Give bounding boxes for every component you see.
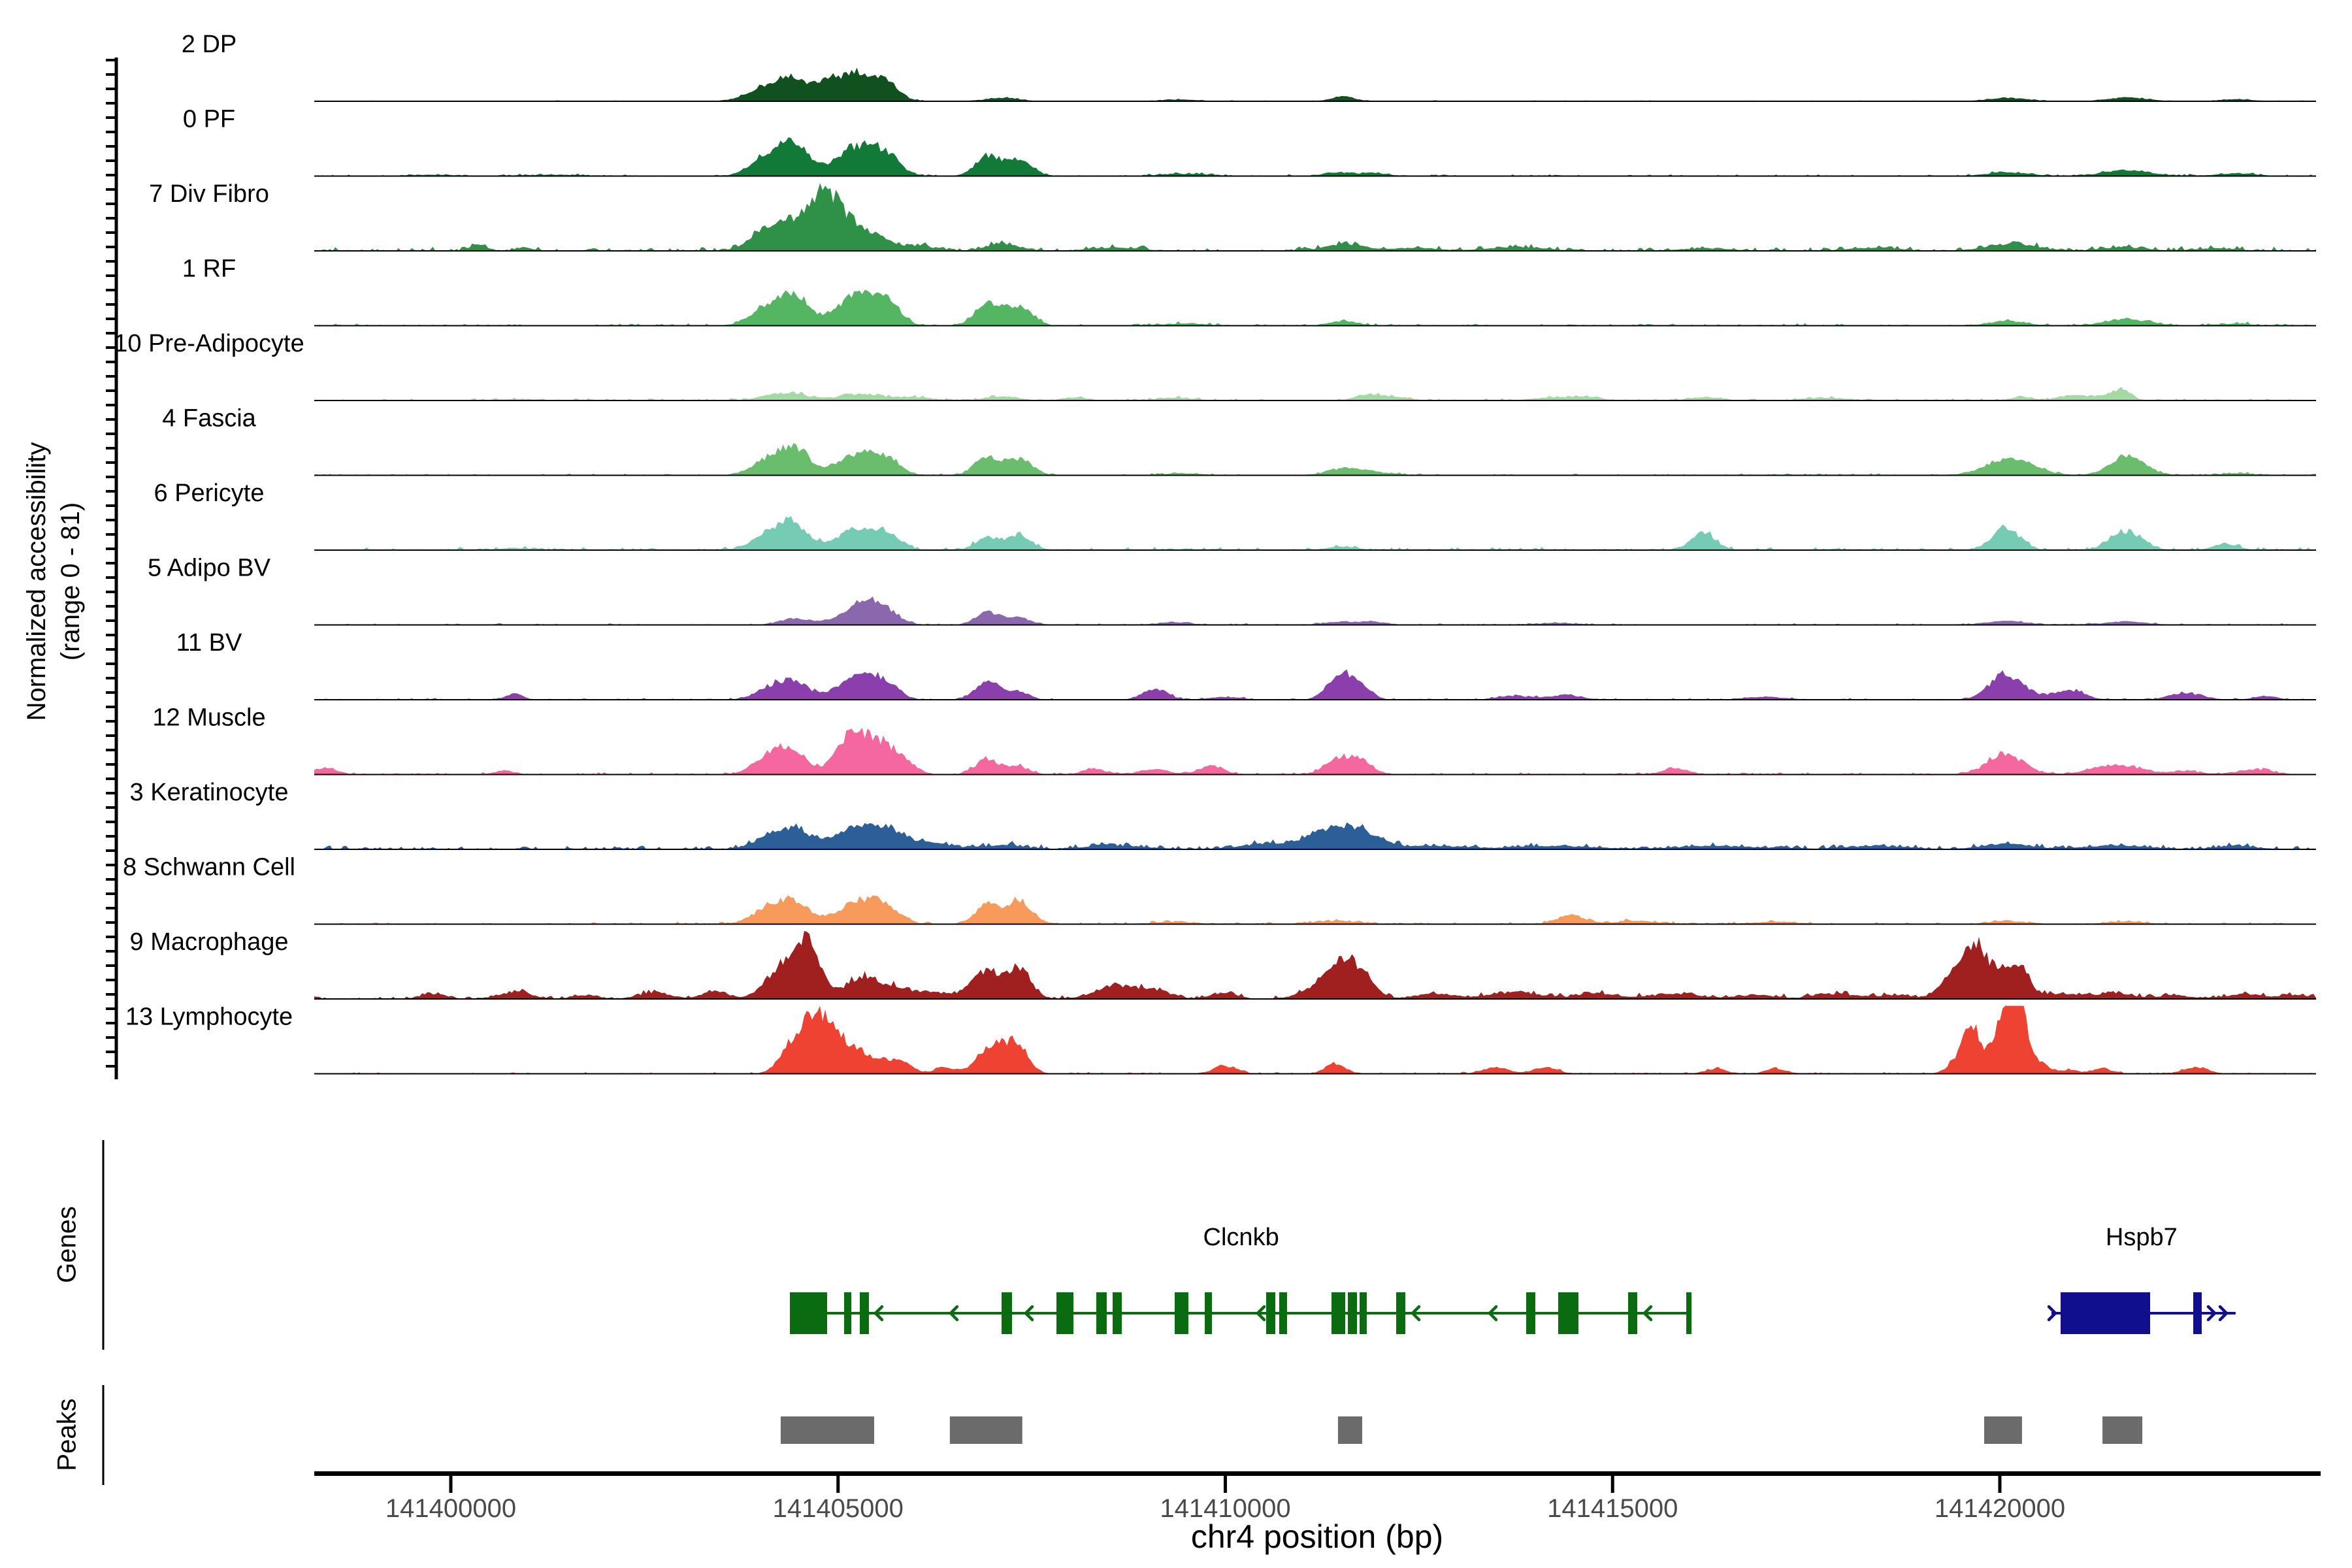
coverage-area-9-macrophage <box>314 931 2316 999</box>
peak-bar-3 <box>1337 1416 1363 1444</box>
track-label-11-bv: 11 BV <box>176 629 242 657</box>
coverage-area-4-fascia <box>314 443 2316 476</box>
track-label-7-div-fibro: 7 Div Fibro <box>149 180 269 208</box>
gene-exon-clcnkb-2 <box>844 1292 852 1334</box>
gene-exon-clcnkb-1 <box>790 1292 827 1334</box>
track-label-12-muscle: 12 Muscle <box>152 704 265 732</box>
gene-exon-clcnkb-13 <box>1348 1292 1358 1334</box>
gene-strand-arrow-icon <box>1487 1305 1498 1322</box>
x-axis-tick-label: 141405000 <box>773 1494 904 1523</box>
x-axis-title: chr4 position (bp) <box>1190 1518 1444 1555</box>
gene-strand-arrow-icon <box>873 1305 884 1322</box>
coverage-area-5-adipo-bv <box>314 596 2316 625</box>
x-axis-tick-label: 141400000 <box>385 1494 516 1523</box>
coverage-area-2-dp <box>314 67 2316 101</box>
gene-exon-clcnkb-6 <box>1096 1292 1107 1334</box>
gene-strand-arrow-icon <box>2206 1305 2217 1322</box>
peak-bar-5 <box>2102 1416 2143 1444</box>
coverage-area-1-rf <box>314 289 2316 326</box>
gene-exon-clcnkb-14 <box>1359 1292 1367 1334</box>
peak-bar-2 <box>949 1416 1022 1444</box>
gene-exon-clcnkb-16 <box>1526 1292 1535 1334</box>
gene-exon-clcnkb-7 <box>1112 1292 1122 1334</box>
gene-label-hspb7: Hspb7 <box>2106 1224 2178 1251</box>
gene-strand-arrow-icon <box>1023 1305 1034 1322</box>
coverage-area-12-muscle <box>314 727 2316 775</box>
track-label-10-pre-adipocyte: 10 Pre-Adipocyte <box>114 330 304 357</box>
gene-exon-clcnkb-19 <box>1686 1292 1692 1334</box>
gene-exon-hspb7-1 <box>2061 1292 2150 1334</box>
x-axis-line <box>314 1471 2321 1476</box>
track-label-2-dp: 2 DP <box>182 31 237 58</box>
gene-exon-clcnkb-3 <box>860 1292 870 1334</box>
coverage-area-3-keratinocyte <box>314 822 2316 849</box>
gene-exon-clcnkb-11 <box>1279 1292 1288 1334</box>
gene-exon-clcnkb-10 <box>1266 1292 1275 1334</box>
gene-exon-hspb7-2 <box>2193 1292 2202 1334</box>
track-label-13-lymphocyte: 13 Lymphocyte <box>125 1004 293 1031</box>
gene-strand-arrow-icon <box>948 1305 959 1322</box>
peak-bar-4 <box>1984 1416 2022 1444</box>
peak-bar-1 <box>780 1416 875 1444</box>
coverage-area-6-pericyte <box>314 515 2316 550</box>
gene-strand-arrow-icon <box>2047 1305 2058 1322</box>
x-axis-tick-label: 141410000 <box>1160 1494 1290 1523</box>
gene-exon-clcnkb-18 <box>1627 1292 1637 1334</box>
track-label-8-schwann-cell: 8 Schwann Cell <box>123 854 295 881</box>
coverage-area-0-pf <box>314 137 2316 176</box>
x-axis-tick-label: 141420000 <box>1935 1494 2065 1523</box>
coverage-area-13-lymphocyte <box>314 1005 2316 1074</box>
coverage-area-10-pre-adipocyte <box>314 387 2316 400</box>
coverage-area-11-bv <box>314 669 2316 700</box>
gene-strand-arrow-icon <box>1410 1305 1421 1322</box>
track-label-5-adipo-bv: 5 Adipo BV <box>148 555 271 582</box>
track-label-3-keratinocyte: 3 Keratinocyte <box>130 779 289 806</box>
track-label-6-pericyte: 6 Pericyte <box>154 480 265 507</box>
gene-label-clcnkb: Clcnkb <box>1203 1224 1279 1251</box>
gene-strand-arrow-icon <box>1642 1305 1653 1322</box>
gene-exon-clcnkb-9 <box>1204 1292 1212 1334</box>
gene-exon-clcnkb-8 <box>1174 1292 1188 1334</box>
x-axis-tick-label: 141415000 <box>1547 1494 1678 1523</box>
track-label-4-fascia: 4 Fascia <box>162 405 256 433</box>
coverage-area-8-schwann-cell <box>314 895 2316 924</box>
gene-exon-clcnkb-12 <box>1331 1292 1345 1334</box>
track-label-0-pf: 0 PF <box>183 106 235 133</box>
gene-exon-clcnkb-5 <box>1056 1292 1073 1334</box>
coverage-area-7-div-fibro <box>314 183 2316 251</box>
track-label-9-macrophage: 9 Macrophage <box>130 928 289 956</box>
gene-exon-clcnkb-15 <box>1396 1292 1406 1334</box>
track-label-1-rf: 1 RF <box>182 255 236 283</box>
gene-strand-arrow-icon <box>1255 1305 1266 1322</box>
gene-exon-clcnkb-4 <box>1001 1292 1012 1334</box>
gene-exon-clcnkb-17 <box>1558 1292 1579 1334</box>
gene-strand-arrow-icon <box>2218 1305 2229 1322</box>
